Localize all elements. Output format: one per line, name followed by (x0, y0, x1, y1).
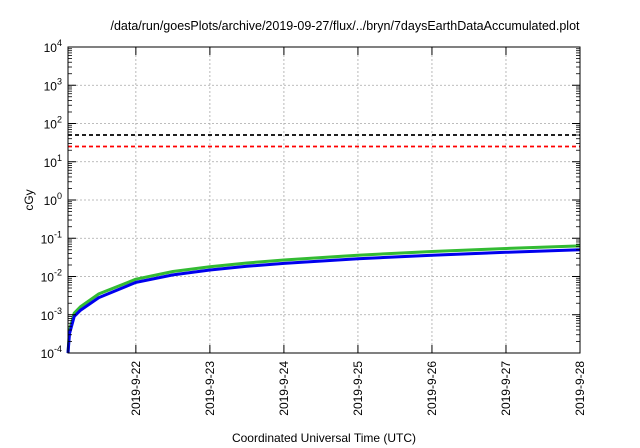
x-tick-label: 2019-9-22 (129, 361, 143, 416)
grid-lines (68, 47, 580, 353)
y-tick-label: 10-3 (41, 306, 62, 323)
chart-title: /data/run/goesPlots/archive/2019-09-27/f… (110, 19, 580, 33)
x-axis-label: Coordinated Universal Time (UTC) (232, 431, 416, 445)
y-tick-label: 104 (44, 38, 62, 55)
x-tick-label: 2019-9-26 (425, 361, 439, 416)
x-tick-label: 2019-9-23 (203, 361, 217, 416)
series-line (66, 248, 581, 354)
y-tick-label: 103 (44, 76, 62, 93)
y-tick-label: 10-1 (41, 229, 62, 246)
y-tick-label: 100 (44, 191, 62, 208)
y-axis-ticks: 10-4 10-3 10-2 10-1 100 101 102 103 104 (41, 38, 580, 361)
series-line (66, 244, 581, 354)
y-tick-label: 101 (44, 153, 62, 170)
y-tick-label: 102 (44, 115, 62, 132)
x-axis-ticks: 2019-9-22 2019-9-23 2019-9-24 2019-9-25 2019… (129, 47, 587, 416)
x-tick-label: 2019-9-25 (351, 361, 365, 416)
x-tick-label: 2019-9-27 (499, 361, 513, 416)
y-axis-label: cGy (22, 189, 36, 210)
x-tick-label: 2019-9-28 (573, 361, 587, 416)
y-tick-label: 10-4 (41, 344, 62, 361)
data-series (66, 244, 581, 354)
y-tick-label: 10-2 (41, 268, 62, 285)
threshold-lines (68, 134, 580, 148)
x-tick-label: 2019-9-24 (277, 361, 291, 416)
